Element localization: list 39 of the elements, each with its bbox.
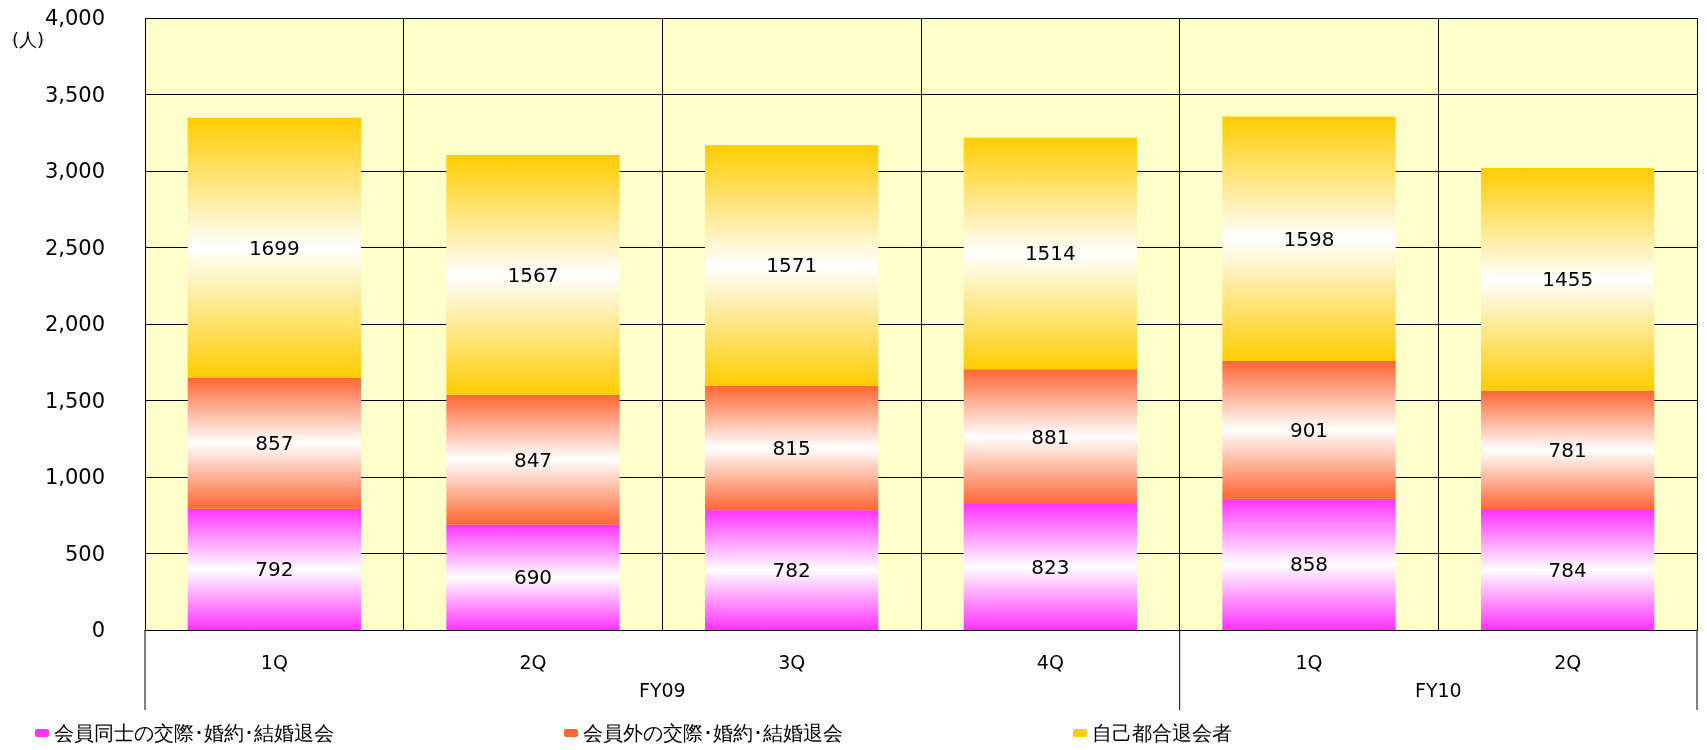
- text: FY09: [638, 678, 686, 701]
- data-label: 823: [1031, 555, 1070, 580]
- data-label: 1571: [766, 253, 818, 278]
- data-label: 690: [513, 565, 553, 590]
- data-label: 815: [772, 436, 811, 461]
- y-tick-label: 500: [64, 541, 105, 566]
- data-label: 858: [1289, 552, 1329, 577]
- y-tick-label: 1,500: [44, 388, 105, 413]
- x-tick-label: 3Q: [778, 650, 806, 673]
- y-tick-label: 2,500: [44, 235, 105, 260]
- data-label: 901: [1289, 417, 1329, 442]
- data-label: 1455: [1542, 267, 1594, 292]
- y-tick-label: 3,000: [44, 159, 105, 183]
- data-label: 1598: [1283, 226, 1335, 251]
- data-label: 881: [1031, 424, 1070, 449]
- y-axis-title: (人): [12, 28, 45, 50]
- data-label: 784: [1548, 558, 1587, 583]
- y-tick-label: 1,000: [44, 465, 105, 489]
- data-label: 857: [255, 431, 294, 456]
- data-label: 781: [1548, 438, 1587, 463]
- legend-label: 会員外の交際･婚約･結婚退会: [583, 721, 843, 745]
- data-label: 1699: [248, 235, 300, 260]
- data-label: 782: [772, 558, 811, 583]
- data-label: 847: [513, 447, 553, 472]
- text: FY10: [1414, 678, 1462, 701]
- y-tick-label: 3,500: [44, 82, 105, 107]
- legend-label: 自己都合退会者: [1092, 721, 1232, 745]
- y-tick-label: 0: [91, 618, 105, 642]
- x-tick-label: 1Q: [1295, 650, 1323, 673]
- y-tick-label: 4,000: [44, 6, 105, 30]
- data-label: 1514: [1024, 241, 1076, 266]
- x-tick-label: 2Q: [1554, 650, 1582, 673]
- legend-label: 会員同士の交際･婚約･結婚退会: [54, 721, 334, 745]
- x-tick-label: 1Q: [260, 650, 288, 673]
- x-tick-label: 4Q: [1036, 650, 1064, 673]
- data-label: 792: [255, 557, 294, 582]
- x-tick-label: 2Q: [519, 650, 547, 673]
- data-label: 1567: [507, 262, 559, 287]
- y-tick-label: 2,000: [44, 312, 105, 336]
